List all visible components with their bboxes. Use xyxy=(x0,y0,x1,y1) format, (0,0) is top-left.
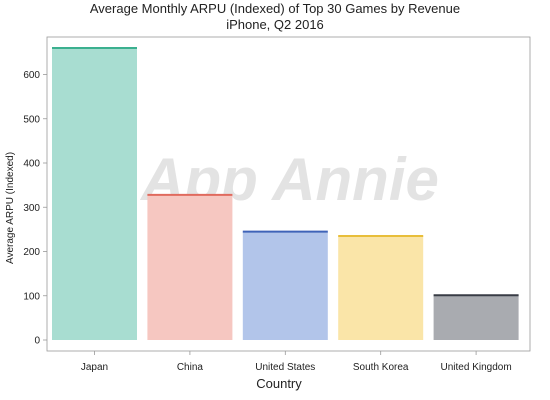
x-axis-label: Country xyxy=(256,376,302,391)
x-tick-label: United Kingdom xyxy=(441,362,512,373)
bar-china xyxy=(147,194,233,340)
y-tick-label: 400 xyxy=(23,159,40,170)
y-axis-label: Average ARPU (Indexed) xyxy=(5,152,16,264)
y-tick-label: 200 xyxy=(23,247,40,258)
bar-united-kingdom xyxy=(433,295,519,340)
y-tick-label: 300 xyxy=(23,203,40,214)
bar-japan xyxy=(52,47,137,340)
x-tick-label: China xyxy=(177,362,204,373)
chart-title: Average Monthly ARPU (Indexed) of Top 30… xyxy=(89,1,461,16)
plot-area: 0 100 200 300 400 500 600 Japan China United Stat… xyxy=(23,36,531,373)
y-tick-label: 600 xyxy=(23,70,40,81)
bar-south-korea xyxy=(338,236,424,340)
y-tick-label: 500 xyxy=(23,114,40,125)
y-tick-label: 0 xyxy=(34,336,40,347)
chart-subtitle: iPhone, Q2 2016 xyxy=(226,17,324,32)
y-tick-label: 100 xyxy=(23,291,40,302)
plot-frame xyxy=(46,36,531,352)
x-tick-label: United States xyxy=(255,362,315,373)
bar-united-states xyxy=(242,231,328,340)
x-tick-label: South Korea xyxy=(353,362,409,373)
x-tick-label: Japan xyxy=(81,362,108,373)
